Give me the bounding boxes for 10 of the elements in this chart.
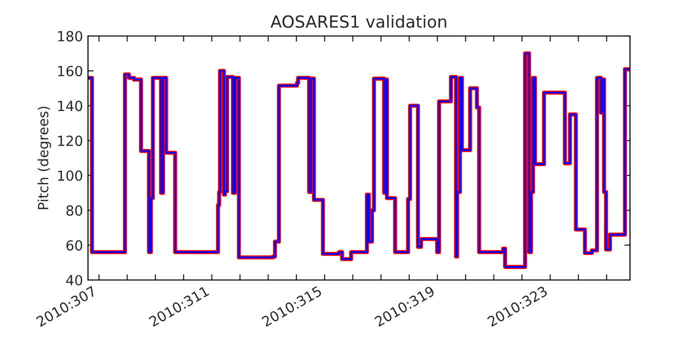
- y-tick-label: 60: [66, 240, 82, 251]
- y-tick-label: 180: [58, 30, 82, 42]
- y-tick-label: 80: [66, 205, 82, 216]
- y-tick-label: 100: [58, 170, 82, 181]
- chart-title: AOSARES1 validation: [270, 15, 446, 28]
- y-axis-title: Pitch (degrees): [38, 106, 52, 210]
- y-tick-label: 160: [58, 66, 82, 76]
- y-tick-label: 40: [66, 274, 82, 286]
- y-tick-label: 120: [58, 136, 82, 146]
- y-tick-label: 140: [58, 100, 82, 112]
